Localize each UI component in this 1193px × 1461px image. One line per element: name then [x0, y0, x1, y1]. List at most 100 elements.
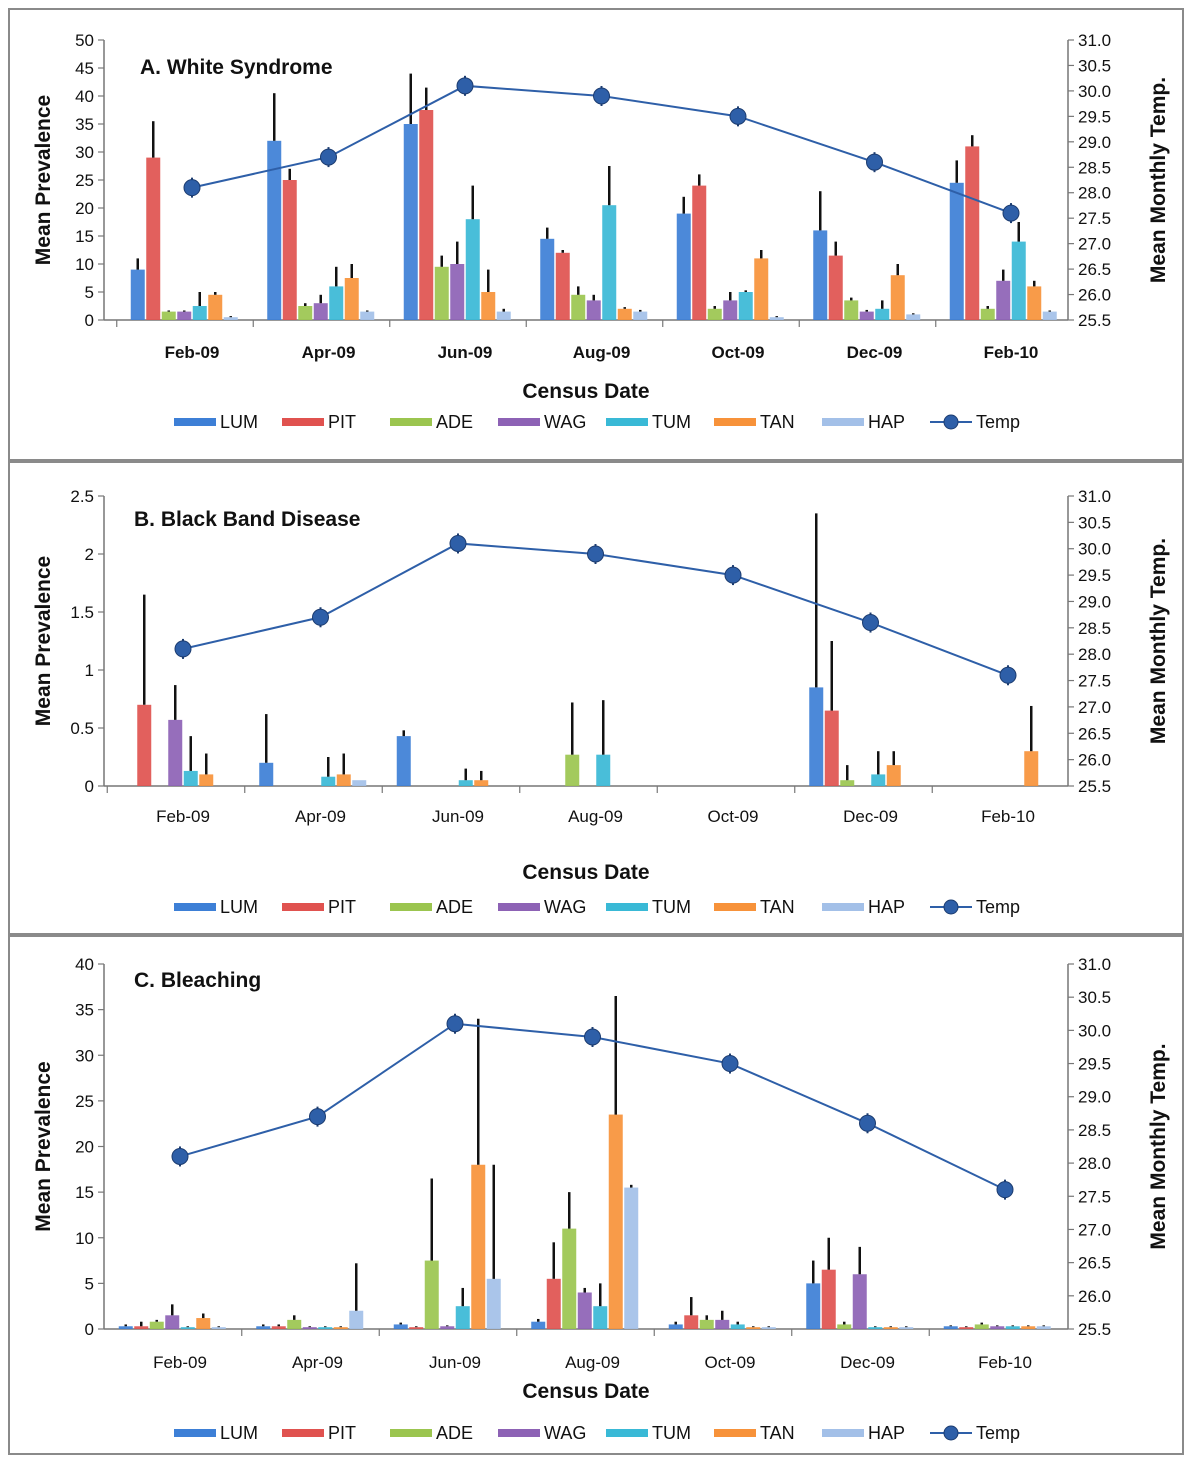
y-tick-label: 1.5: [70, 603, 94, 622]
bar-pit: [821, 1269, 836, 1329]
bar-tan: [608, 1114, 623, 1329]
x-tick-label: Aug-09: [568, 807, 623, 826]
bar-tan: [208, 294, 223, 320]
temp-point: [721, 1055, 739, 1073]
y-tick-label: 45: [75, 59, 94, 78]
bar-tum: [455, 1306, 470, 1329]
bar-lum: [809, 687, 824, 786]
legend-label-tan: TAN: [760, 1423, 795, 1443]
temp-point: [456, 77, 474, 95]
bar-hap: [360, 311, 375, 320]
bar-tum: [180, 1327, 195, 1329]
panel-white-syndrome: 0 5 10 15 20 25 30 35 40 45 50 25.5 26.0 26.5 27.0 27.5…: [8, 8, 1184, 461]
chart-bleaching: 0 5 10 15 20 25 30 35 40 25.5 26.0 26.5 27.0 27.5 28.0…: [32, 955, 1170, 1443]
x-axis-title: Census Date: [522, 380, 649, 403]
legend-swatch-tum: [606, 1429, 648, 1437]
bar-tan: [344, 278, 359, 320]
y-tick-label: 40: [75, 955, 94, 974]
y2-tick-label: 29.0: [1078, 592, 1111, 611]
x-tick-label: Feb-10: [978, 1353, 1032, 1372]
temp-point: [174, 640, 192, 658]
bar-wag: [996, 280, 1011, 320]
x-axis-title: Census Date: [522, 861, 649, 884]
y2-tick-label: 30.5: [1078, 513, 1111, 532]
x-tick-label: Feb-09: [156, 807, 210, 826]
bar-pit: [555, 252, 570, 320]
legend-swatch-hap: [822, 1429, 864, 1437]
bar-pit: [137, 704, 152, 786]
legend-label-hap: HAP: [868, 412, 905, 432]
bar-tan: [333, 1327, 348, 1329]
y-tick-label: 2.5: [70, 487, 94, 506]
bar-hap: [633, 311, 648, 320]
y2-tick-label: 30.0: [1078, 540, 1111, 559]
bar-wag: [313, 303, 328, 320]
y-axis-title: Mean Prevalence: [32, 1061, 55, 1231]
y-tick-label: 50: [75, 31, 94, 50]
bar-ade: [424, 1260, 439, 1329]
temp-point: [320, 148, 337, 166]
y2-tick-label: 26.5: [1078, 1254, 1111, 1273]
bar-lum: [267, 140, 282, 320]
legend-swatch-lum: [174, 418, 216, 426]
bar-tum: [465, 219, 480, 320]
temp-point: [171, 1147, 189, 1165]
x-tick-label: Dec-09: [840, 1353, 895, 1372]
temp-point: [446, 1015, 464, 1033]
legend-label-tan: TAN: [760, 412, 795, 432]
y-tick-label: 0: [85, 777, 94, 796]
bar-tan: [481, 292, 496, 320]
temp-point: [859, 1114, 876, 1132]
y2-axis-title: Mean Monthly Temp.: [1147, 538, 1170, 744]
bar-lum: [130, 269, 145, 320]
bar-lum: [256, 1326, 271, 1329]
y2-tick-label: 30.0: [1078, 82, 1111, 101]
y2-tick-label: 29.5: [1078, 107, 1111, 126]
bar-tum: [318, 1327, 333, 1329]
bar-hap: [624, 1187, 639, 1329]
legend-swatch-hap: [822, 418, 864, 426]
y2-tick-label: 31.0: [1078, 487, 1111, 506]
legend-swatch-pit: [282, 903, 324, 911]
bar-ade: [699, 1319, 714, 1329]
y2-tick-label: 26.0: [1078, 1287, 1111, 1306]
bar-tan: [883, 1327, 898, 1329]
temp-point: [729, 107, 747, 125]
y2-tick-label: 28.0: [1078, 184, 1111, 203]
bar-tan: [474, 780, 489, 786]
y2-tick-label: 28.5: [1078, 1121, 1111, 1140]
y2-tick-label: 29.5: [1078, 1055, 1111, 1074]
legend-swatch-lum: [174, 1429, 216, 1437]
bar-tan: [617, 308, 632, 320]
legend-label-temp: Temp: [976, 412, 1020, 432]
y2-axis-title: Mean Monthly Temp.: [1147, 1043, 1170, 1249]
y2-tick-label: 27.0: [1078, 235, 1111, 254]
legend-label-tum: TUM: [652, 1423, 691, 1443]
legend-label-pit: PIT: [328, 412, 356, 432]
bar-hap: [1036, 1326, 1051, 1329]
bar-wag: [168, 719, 183, 786]
x-tick-label: Oct-09: [707, 807, 758, 826]
y2-tick-label: 31.0: [1078, 31, 1111, 50]
chart-black-band-disease: 0 0.5 1 1.5 2 2.5 25.5 26.0 26.5 27.0 27.5 28.0 28.5…: [32, 487, 1170, 917]
legend-swatch-wag: [498, 1429, 540, 1437]
legend-swatch-temp-marker: [943, 1425, 959, 1441]
legend-label-wag: WAG: [544, 412, 586, 432]
legend-label-ade: ADE: [436, 897, 473, 917]
y-tick-label: 10: [75, 255, 94, 274]
y2-tick-label: 30.5: [1078, 56, 1111, 75]
bar-pit: [146, 157, 161, 320]
bar-wag: [990, 1326, 1005, 1329]
bar-tum: [875, 308, 890, 320]
temp-point: [449, 534, 467, 552]
y2-tick-label: 25.5: [1078, 311, 1111, 330]
bar-tan: [754, 258, 769, 320]
bar-tum: [458, 780, 473, 786]
bar-tan: [471, 1164, 486, 1329]
y-tick-label: 0: [85, 1320, 94, 1339]
y-tick-label: 10: [75, 1229, 94, 1248]
bar-hap: [906, 314, 921, 320]
bar-wag: [177, 311, 192, 320]
bar-pit: [546, 1278, 561, 1329]
bar-lum: [668, 1324, 683, 1329]
